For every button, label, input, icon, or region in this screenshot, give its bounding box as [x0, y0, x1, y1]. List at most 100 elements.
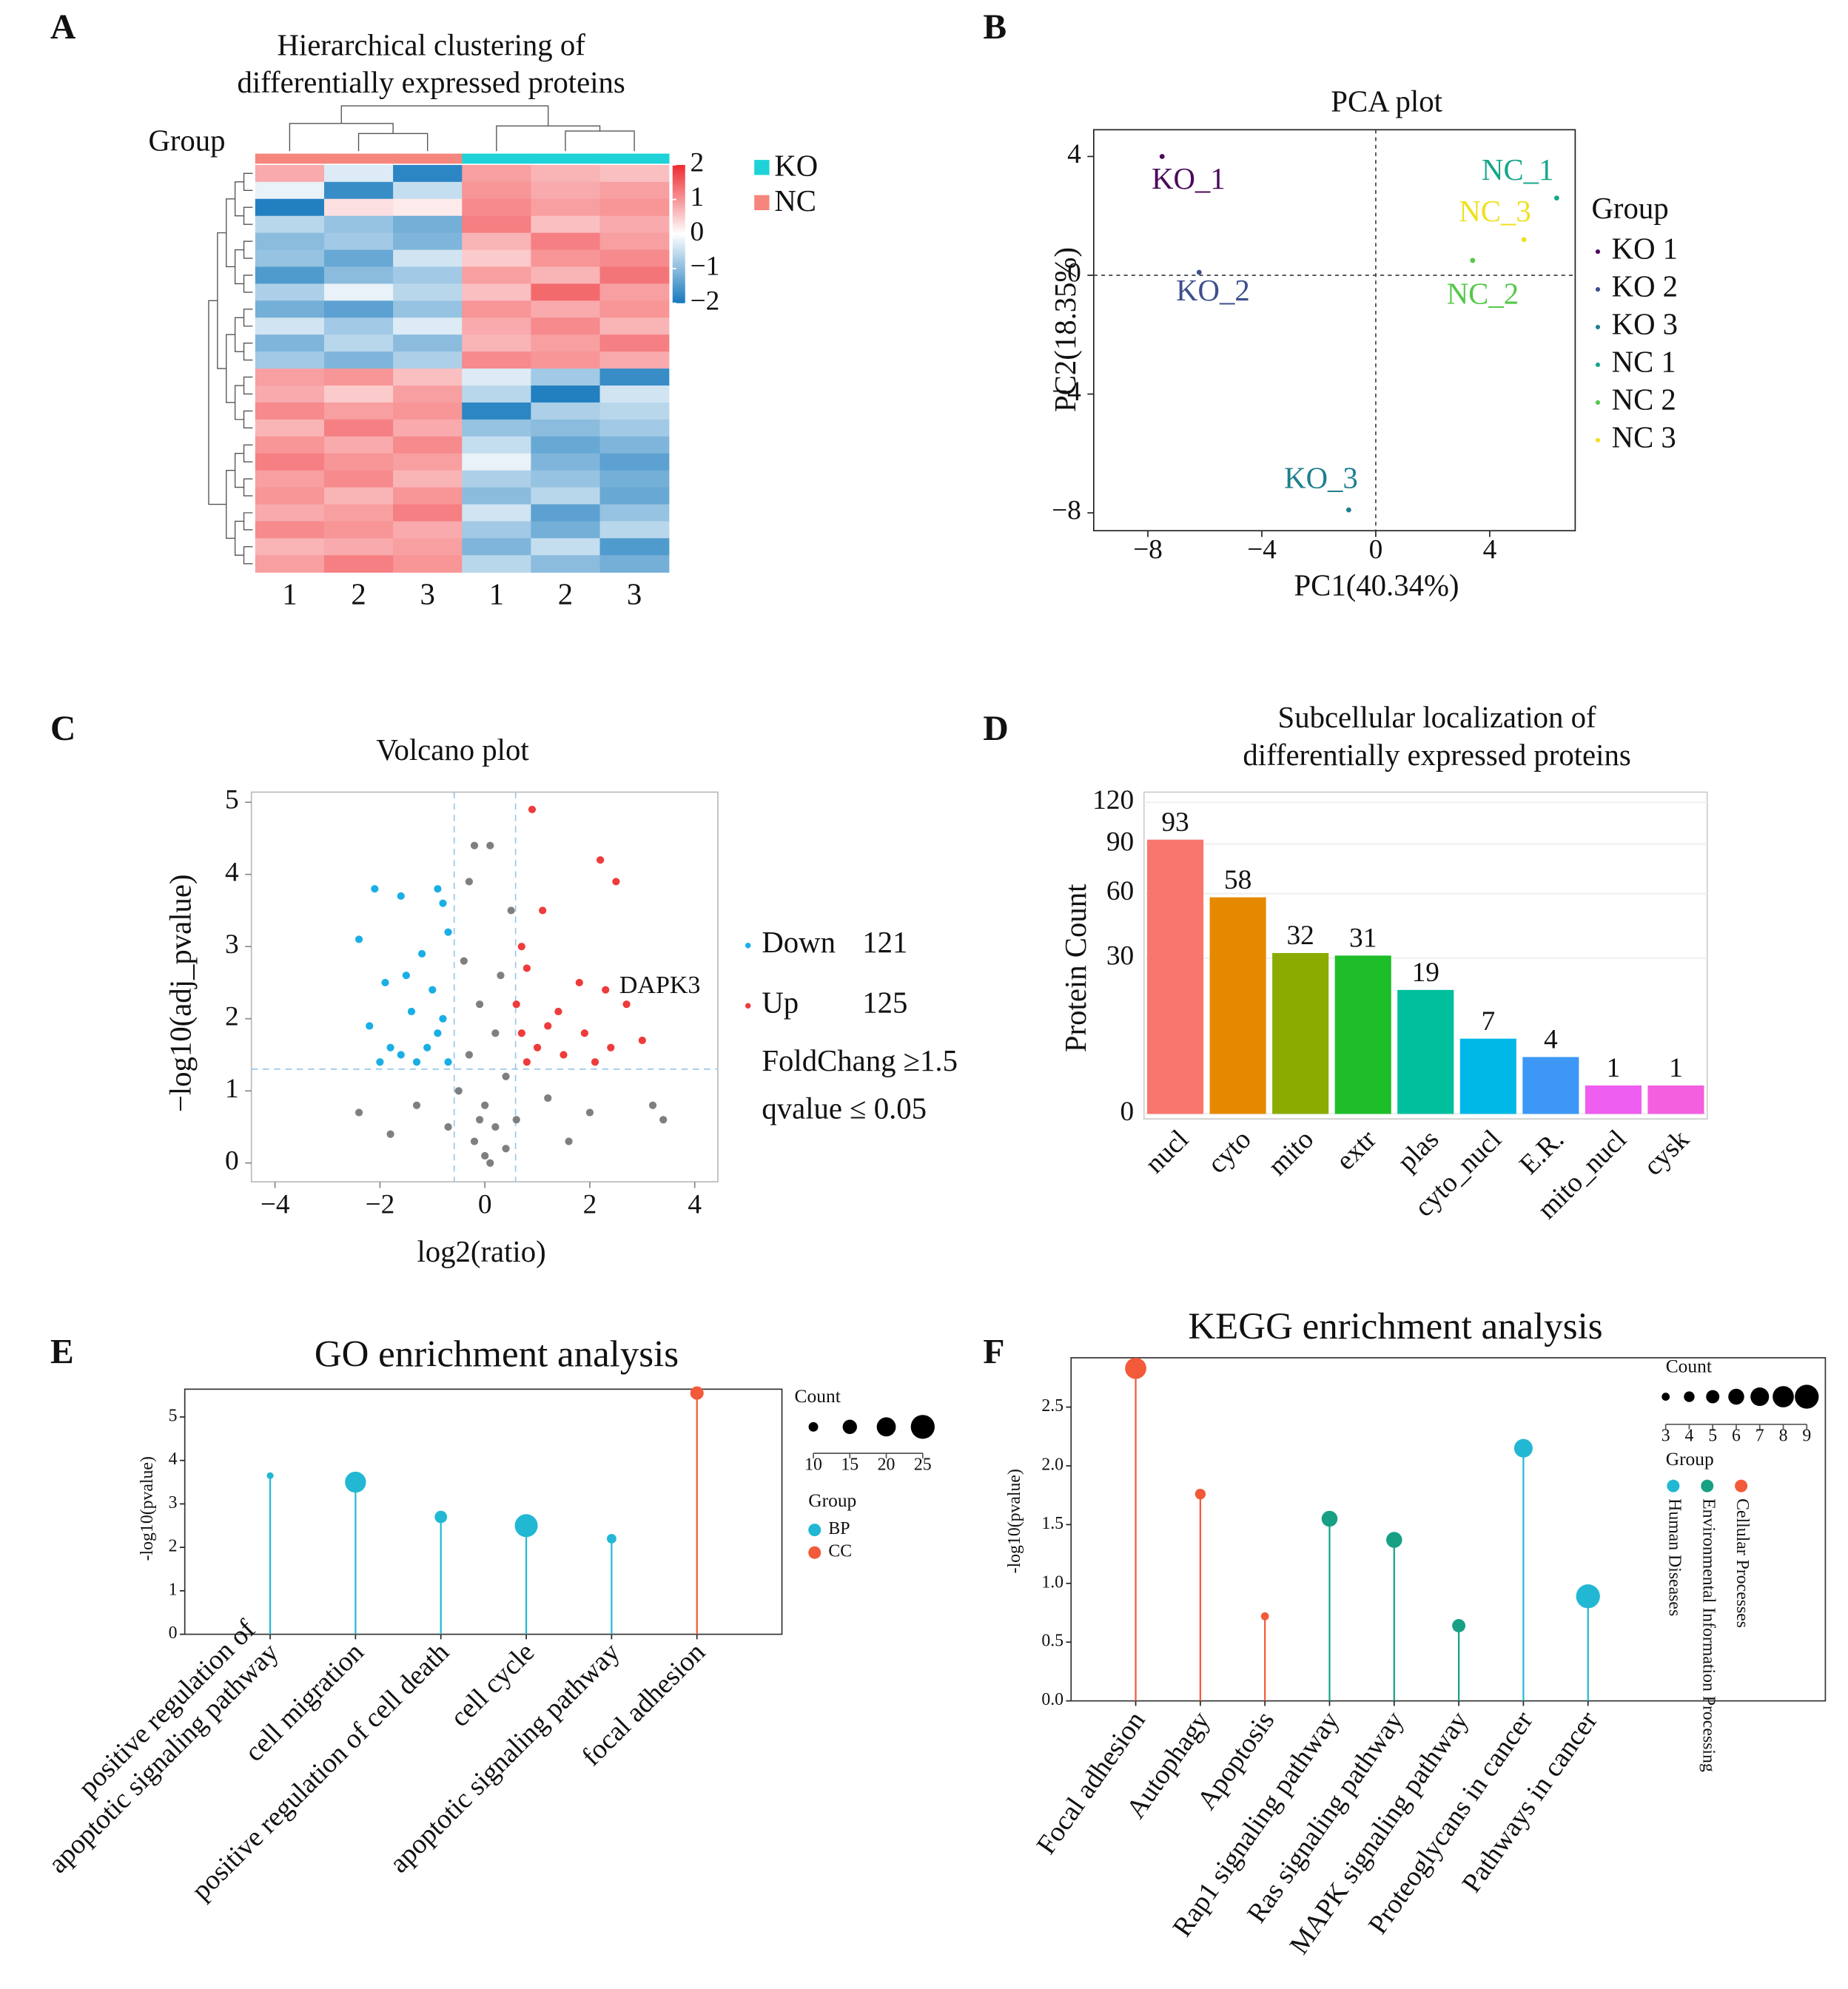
legend-label: KO 2 — [1612, 269, 1678, 303]
chart-title: differentially expressed proteins — [1243, 738, 1630, 772]
dendrogram — [496, 125, 601, 152]
heat-cell — [255, 436, 325, 454]
heat-cell — [599, 453, 670, 471]
y-tick-label: 1.5 — [1041, 1514, 1064, 1533]
value-label: 1 — [1607, 1053, 1621, 1083]
heat-cell — [323, 181, 394, 200]
heat-cell — [599, 334, 670, 352]
group-bar — [393, 153, 463, 164]
point — [539, 906, 547, 915]
y-axis-label: PC2(18.35%) — [1049, 247, 1082, 412]
heat-cell — [531, 266, 601, 285]
heat-cell — [599, 351, 670, 369]
point — [591, 1058, 599, 1066]
heat-cell — [531, 300, 601, 318]
group-legend-title: Group — [808, 1490, 856, 1511]
heat-cell — [393, 317, 463, 335]
legend-dot — [1595, 324, 1601, 330]
heat-cell — [531, 164, 601, 183]
heat-cell — [255, 215, 325, 234]
y-tick-label: 2.0 — [1041, 1455, 1064, 1474]
heat-cell — [393, 266, 463, 285]
size-legend-label: 15 — [841, 1455, 859, 1474]
heat-cell — [323, 266, 394, 285]
heat-cell — [255, 453, 325, 471]
x-tick-label: 0 — [1369, 535, 1383, 565]
heat-cell — [531, 351, 601, 369]
heat-cell — [393, 453, 463, 471]
group-bar — [599, 153, 670, 164]
dendrogram — [340, 105, 549, 127]
heat-cell — [323, 453, 394, 471]
point — [507, 906, 515, 915]
heat-cell — [255, 181, 325, 200]
heat-cell — [599, 232, 670, 251]
heat-cell — [462, 351, 532, 369]
size-legend-dot — [1795, 1384, 1819, 1409]
heat-cell — [599, 249, 670, 268]
plot-frame — [1070, 1357, 1827, 1702]
heat-cell — [599, 555, 670, 573]
legend-dot — [1595, 249, 1601, 255]
group-legend-label: CC — [828, 1542, 852, 1561]
dot — [606, 1533, 616, 1544]
chart-title: KEGG enrichment analysis — [1188, 1306, 1602, 1347]
point — [439, 899, 447, 907]
heat-cell — [462, 198, 532, 217]
heat-cell — [531, 470, 601, 488]
column-label: 3 — [420, 578, 434, 611]
y-tick-label: −4 — [1052, 377, 1081, 407]
heat-cell — [531, 386, 601, 403]
point — [502, 1072, 510, 1080]
x-tick-label: −8 — [1133, 535, 1163, 565]
legend-label: KO — [774, 149, 818, 182]
heat-cell — [599, 368, 670, 386]
heat-cell — [255, 334, 325, 352]
y-tick-label: 2 — [225, 1001, 239, 1031]
point — [454, 1087, 463, 1095]
heat-cell — [323, 198, 394, 217]
heat-cell — [393, 504, 463, 522]
heat-cell — [393, 521, 463, 539]
heat-cell — [599, 487, 670, 505]
point — [465, 1051, 474, 1059]
heat-cell — [323, 283, 394, 302]
size-legend-dot — [1773, 1386, 1794, 1407]
heat-cell — [255, 470, 325, 488]
x-tick-label: −4 — [261, 1190, 290, 1220]
point — [402, 972, 410, 980]
point — [434, 885, 442, 893]
heat-cell — [255, 317, 325, 335]
y-tick-label: 60 — [1106, 876, 1134, 906]
value-label: 93 — [1161, 807, 1189, 838]
point-label: NC_2 — [1447, 277, 1519, 311]
group-legend-dot — [808, 1546, 821, 1559]
panel-letter: D — [983, 710, 1008, 748]
value-label: 1 — [1669, 1053, 1683, 1083]
heat-cell — [462, 436, 532, 454]
heat-cell — [393, 419, 463, 437]
y-tick-label: 1 — [225, 1074, 239, 1104]
point — [376, 1058, 384, 1066]
heat-cell — [393, 249, 463, 268]
point — [502, 1145, 510, 1153]
point — [580, 1029, 588, 1037]
point — [560, 1051, 568, 1059]
heat-cell — [531, 283, 601, 302]
heat-cell — [255, 368, 325, 386]
heat-cell — [462, 504, 532, 522]
dot — [345, 1471, 366, 1493]
heat-cell — [323, 232, 394, 251]
heat-cell — [393, 470, 463, 488]
size-legend-dot — [808, 1421, 819, 1432]
group-legend-dot — [1701, 1479, 1714, 1492]
point — [554, 1007, 562, 1016]
chart-title: GO enrichment analysis — [315, 1334, 679, 1376]
heat-cell — [393, 181, 463, 200]
point — [355, 1108, 363, 1117]
size-legend-label: 25 — [914, 1455, 932, 1474]
heat-cell — [462, 300, 532, 318]
heat-cell — [323, 521, 394, 539]
legend-note: FoldChang ≥1.5 — [762, 1044, 958, 1077]
